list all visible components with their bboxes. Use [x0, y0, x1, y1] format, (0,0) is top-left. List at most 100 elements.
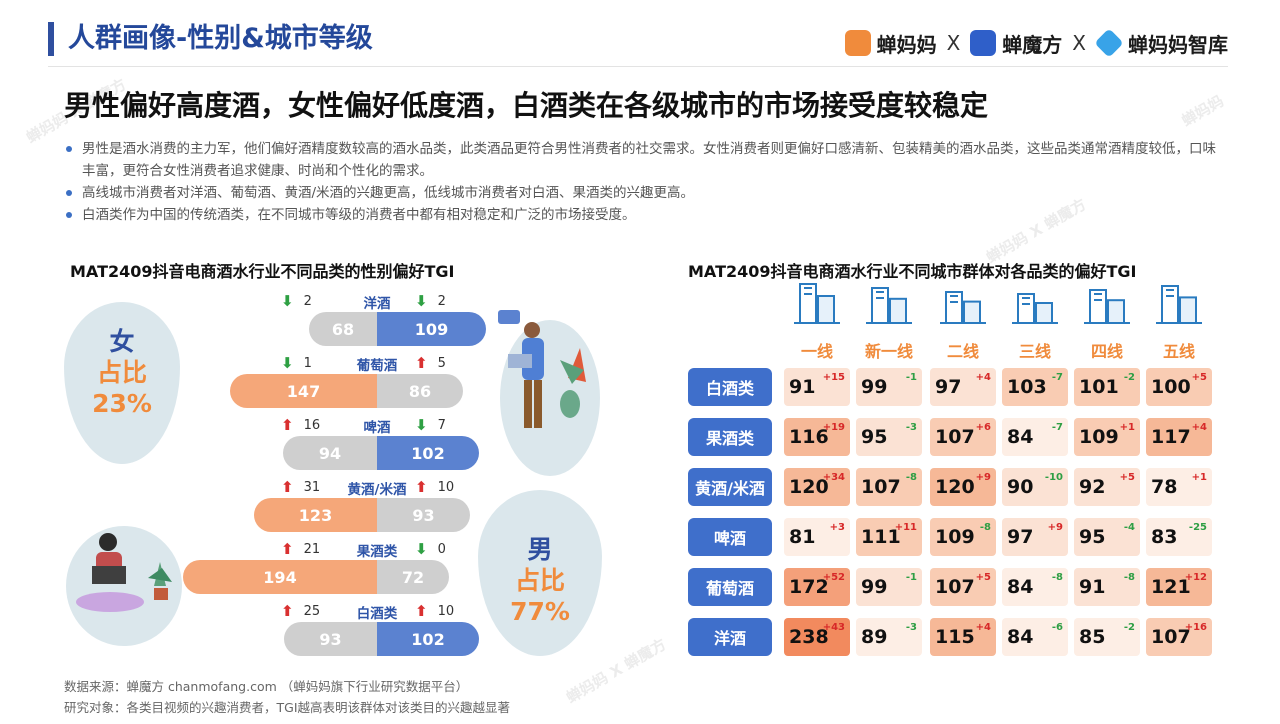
female-tgi-bar: 123	[254, 498, 377, 532]
zhiku-logo-icon	[1094, 28, 1124, 58]
male-change-value: 2	[437, 293, 446, 309]
tgi-change: +15	[822, 372, 845, 383]
tgi-change: +9	[975, 472, 991, 483]
tgi-change: +4	[975, 622, 991, 633]
tgi-cell: 99 -1	[856, 568, 922, 606]
bullet-item: 白酒类作为中国的传统酒类，在不同城市等级的消费者中都有相对稳定和广泛的市场接受度…	[64, 204, 1224, 226]
gender-category-label: 白酒类	[356, 606, 398, 622]
building-icon	[940, 291, 986, 324]
brand-logos: 蝉妈妈 X 蝉魔方 X 蝉妈妈智库	[844, 26, 1228, 60]
bullet-list: 男性是酒水消费的主力军，他们偏好酒精度数较高的酒水品类，此类酒品更符合男性消费者…	[64, 138, 1224, 226]
gender-category-label: 黄酒/米酒	[347, 482, 407, 498]
female-label: 女	[109, 327, 135, 356]
tgi-cell: 92 +5	[1074, 468, 1140, 506]
male-tgi-bar: 102	[377, 622, 479, 656]
tgi-cell: 238 +43	[784, 618, 850, 656]
tgi-cell: 115 +4	[930, 618, 996, 656]
data-source-note: 数据来源：蝉魔方 chanmofang.com （蝉妈妈旗下行业研究数据平台）	[64, 679, 469, 694]
tgi-value: 99	[861, 376, 888, 398]
man-with-laptop-illustration	[498, 310, 600, 476]
tgi-cell: 120 +9	[930, 468, 996, 506]
tgi-cell: 83 -25	[1146, 518, 1212, 556]
tgi-cell: 91 +15	[784, 368, 850, 406]
tgi-change: +4	[1191, 422, 1207, 433]
brand-name: 蝉妈妈智库	[1128, 32, 1228, 57]
building-icon	[866, 287, 912, 324]
female-change-value: 21	[303, 541, 321, 557]
brand-separator: X	[946, 31, 961, 55]
arrow-up-icon: ⬆	[281, 540, 294, 558]
tgi-cell: 120 +34	[784, 468, 850, 506]
tgi-cell: 172 +52	[784, 568, 850, 606]
tgi-cell: 84 -7	[1002, 418, 1068, 456]
tgi-cell: 99 -1	[856, 368, 922, 406]
tgi-value: 78	[1151, 476, 1178, 498]
female-tgi-bar: 147	[230, 374, 377, 408]
tgi-change: +6	[975, 422, 991, 433]
female-change-value: 25	[303, 603, 321, 619]
tgi-value: 99	[861, 576, 888, 598]
tgi-change: +16	[1184, 622, 1207, 633]
tgi-value: 89	[861, 626, 888, 648]
tgi-change: -3	[905, 422, 917, 433]
brand-name: 蝉妈妈	[876, 32, 937, 57]
male-tgi-bar: 72	[377, 560, 449, 594]
tgi-value: 107	[935, 426, 975, 448]
female-share-value: 23%	[92, 389, 152, 418]
male-change-value: 5	[437, 355, 446, 371]
tgi-change: +9	[1047, 522, 1063, 533]
tgi-cell: 100 +5	[1146, 368, 1212, 406]
male-tgi-bar: 109	[377, 312, 486, 346]
gender-category-label: 啤酒	[363, 420, 391, 436]
tgi-cell: 107 +6	[930, 418, 996, 456]
category-row-label: 洋酒	[688, 618, 772, 656]
city-tier-label: 二线	[946, 342, 979, 361]
category-row-label: 果酒类	[688, 418, 772, 456]
arrow-up-icon: ⬆	[415, 354, 428, 372]
tgi-value: 101	[1079, 376, 1119, 398]
female-change-value: 16	[303, 417, 321, 433]
tgi-value: 103	[1007, 376, 1047, 398]
tgi-value: 84	[1007, 576, 1034, 598]
tgi-value: 121	[1151, 576, 1191, 598]
tgi-cell: 78 +1	[1146, 468, 1212, 506]
gender-category-label: 葡萄酒	[356, 358, 398, 374]
tgi-value: 238	[789, 626, 829, 648]
city-tier-label: 五线	[1162, 342, 1195, 361]
tgi-value: 95	[861, 426, 888, 448]
tgi-value: 107	[861, 476, 901, 498]
arrow-down-icon: ⬇	[415, 416, 428, 434]
male-change-value: 10	[437, 479, 455, 495]
male-label: 男	[527, 535, 553, 564]
male-change-indicator: ⬆ 10	[415, 478, 454, 496]
female-tgi-bar: 194	[183, 560, 377, 594]
tgi-value: 84	[1007, 626, 1034, 648]
watermark: 蝉妈妈	[1178, 91, 1227, 130]
female-change-value: 2	[303, 293, 312, 309]
male-change-indicator: ⬇ 0	[415, 540, 446, 558]
tgi-cell: 109 +1	[1074, 418, 1140, 456]
tgi-value: 97	[935, 376, 962, 398]
tgi-change: +19	[822, 422, 845, 433]
arrow-up-icon: ⬆	[415, 478, 428, 496]
tgi-change: +4	[975, 372, 991, 383]
category-row-label: 啤酒	[688, 518, 772, 556]
female-change-indicator: ⬆ 21	[281, 540, 320, 558]
tgi-value: 111	[861, 526, 901, 548]
tgi-change: -1	[905, 372, 917, 383]
tgi-value: 92	[1079, 476, 1106, 498]
tgi-change: -8	[1051, 572, 1063, 583]
male-change-value: 0	[437, 541, 446, 557]
tgi-change: +11	[894, 522, 917, 533]
tgi-change: +5	[975, 572, 991, 583]
female-change-indicator: ⬇ 1	[281, 354, 312, 372]
tgi-value: 85	[1079, 626, 1106, 648]
tgi-change: -4	[1123, 522, 1135, 533]
woman-with-laptop-illustration	[66, 526, 182, 646]
tgi-change: -25	[1188, 522, 1207, 533]
tgi-cell: 81 +3	[784, 518, 850, 556]
tgi-value: 90	[1007, 476, 1034, 498]
tgi-change: -7	[1051, 422, 1063, 433]
tgi-change: +1	[1191, 472, 1207, 483]
building-icon	[794, 283, 840, 324]
